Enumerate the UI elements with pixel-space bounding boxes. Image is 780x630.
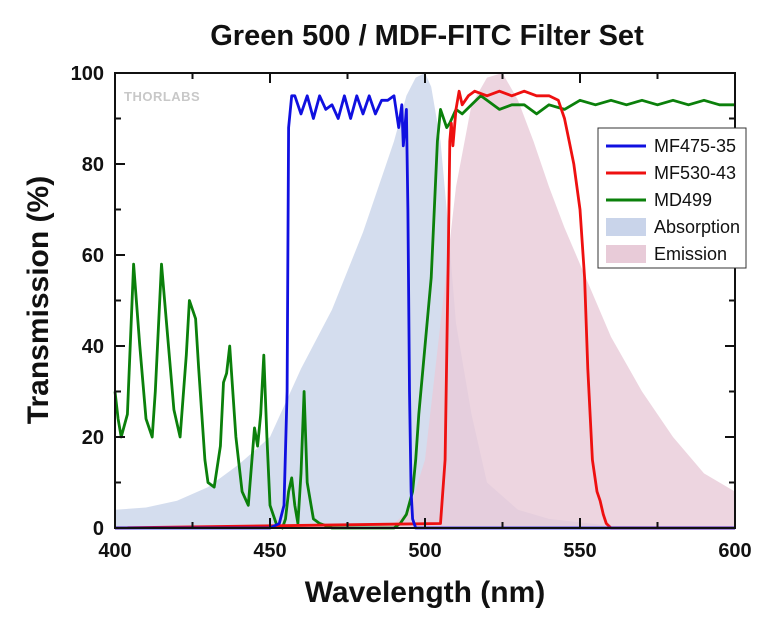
y-axis-label: Transmission (%) bbox=[22, 176, 55, 424]
y-tick-label: 60 bbox=[82, 245, 104, 267]
series-md499-line bbox=[113, 94, 735, 530]
legend-label-md499: MD499 bbox=[654, 190, 712, 210]
legend-swatch-emission bbox=[606, 245, 646, 263]
y-tick-label: 100 bbox=[71, 63, 104, 85]
axis-tick-labels: 400 450 500 550 600 0 20 40 60 80 100 bbox=[71, 63, 752, 562]
legend-swatch-absorption bbox=[606, 218, 646, 236]
y-tick-label: 20 bbox=[82, 427, 104, 449]
x-axis-label: Wavelength (nm) bbox=[305, 576, 546, 609]
series-mf530-43-line bbox=[114, 89, 735, 530]
watermark: THORLABS bbox=[124, 89, 200, 104]
x-tick-label: 550 bbox=[563, 540, 596, 562]
y-tick-label: 0 bbox=[93, 518, 104, 540]
legend-label-absorption: Absorption bbox=[654, 217, 740, 237]
chart-title: Green 500 / MDF-FITC Filter Set bbox=[210, 20, 644, 52]
x-tick-label: 600 bbox=[718, 540, 751, 562]
legend: MF475-35 MF530-43 MD499 Absorption Emission bbox=[597, 127, 747, 269]
area-layer bbox=[115, 73, 735, 528]
y-tick-label: 80 bbox=[82, 154, 104, 176]
y-tick-label: 40 bbox=[82, 336, 104, 358]
x-tick-label: 400 bbox=[98, 540, 131, 562]
series-absorption-area bbox=[115, 73, 735, 528]
legend-label-mf475-35: MF475-35 bbox=[654, 136, 736, 156]
x-tick-label: 500 bbox=[408, 540, 441, 562]
legend-label-emission: Emission bbox=[654, 244, 727, 264]
line-layer bbox=[113, 89, 735, 530]
legend-box bbox=[597, 127, 747, 269]
watermark-text: THORLABS bbox=[124, 89, 200, 104]
legend-label-mf530-43: MF530-43 bbox=[654, 163, 736, 183]
series-emission-area bbox=[363, 73, 735, 528]
series-mf475-35-line bbox=[115, 94, 735, 530]
x-tick-label: 450 bbox=[253, 540, 286, 562]
